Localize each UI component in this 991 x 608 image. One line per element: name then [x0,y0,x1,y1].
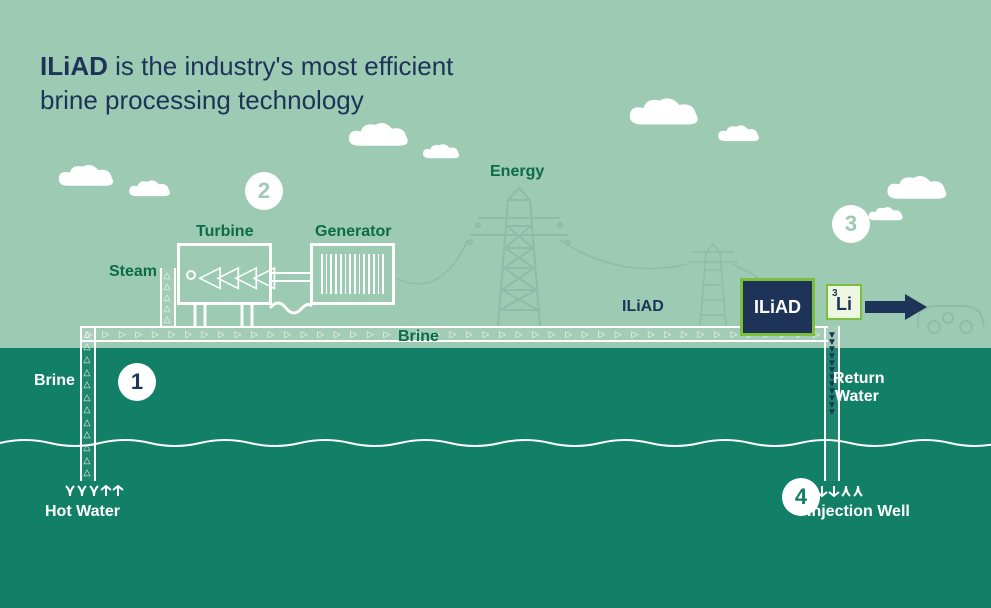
lithium-output: 3 Li [826,284,862,320]
label-return: Return [833,370,885,388]
cloud-icon [419,143,464,159]
label-turbine: Turbine [196,223,253,241]
flow-steam-up [162,270,174,324]
page-title: ILiAD is the industry's most efficient b… [40,50,453,118]
label-water: Water [835,388,879,406]
label-steam: Steam [109,263,157,281]
cloud-icon [126,179,174,197]
li-symbol: Li [836,294,852,315]
label-generator: Generator [315,223,391,241]
title-bold: ILiAD [40,51,108,81]
flow-brine-up [82,328,94,479]
cloud-icon [715,124,763,142]
flow-main [82,328,826,340]
label-brine: Brine [398,328,439,346]
title-line1: is the industry's most efficient [108,51,454,81]
cloud-icon [54,163,119,187]
cloud-icon [880,174,955,200]
cloud-icon [344,121,414,147]
label-injection-well: Injection Well [807,503,910,521]
iliad-unit-label: ILiAD [754,297,801,318]
label-hot-water: Hot Water [45,503,120,521]
step-badge-1: 1 [118,363,156,401]
turbine-box: ◁◁◁◁ [177,243,272,305]
label-energy: Energy [490,163,544,181]
step-badge-3: 3 [832,205,870,243]
label-iliad: ILiAD [622,298,664,316]
cloud-icon [865,206,907,221]
generator-lines-icon [321,254,384,294]
iliad-diagram: ILiAD is the industry's most efficient b… [0,0,991,608]
generator-box [310,243,395,305]
title-line2: brine processing technology [40,85,364,115]
step-badge-2: 2 [245,172,283,210]
cloud-icon [622,96,707,126]
li-superscript: 3 [832,288,838,299]
iliad-unit: ILiAD [740,278,815,336]
turbine-blades-icon: ◁◁◁◁ [198,259,270,294]
turbine-generator-connector [272,272,310,282]
label-brine: Brine [34,372,75,390]
output-arrow-icon [865,292,935,322]
